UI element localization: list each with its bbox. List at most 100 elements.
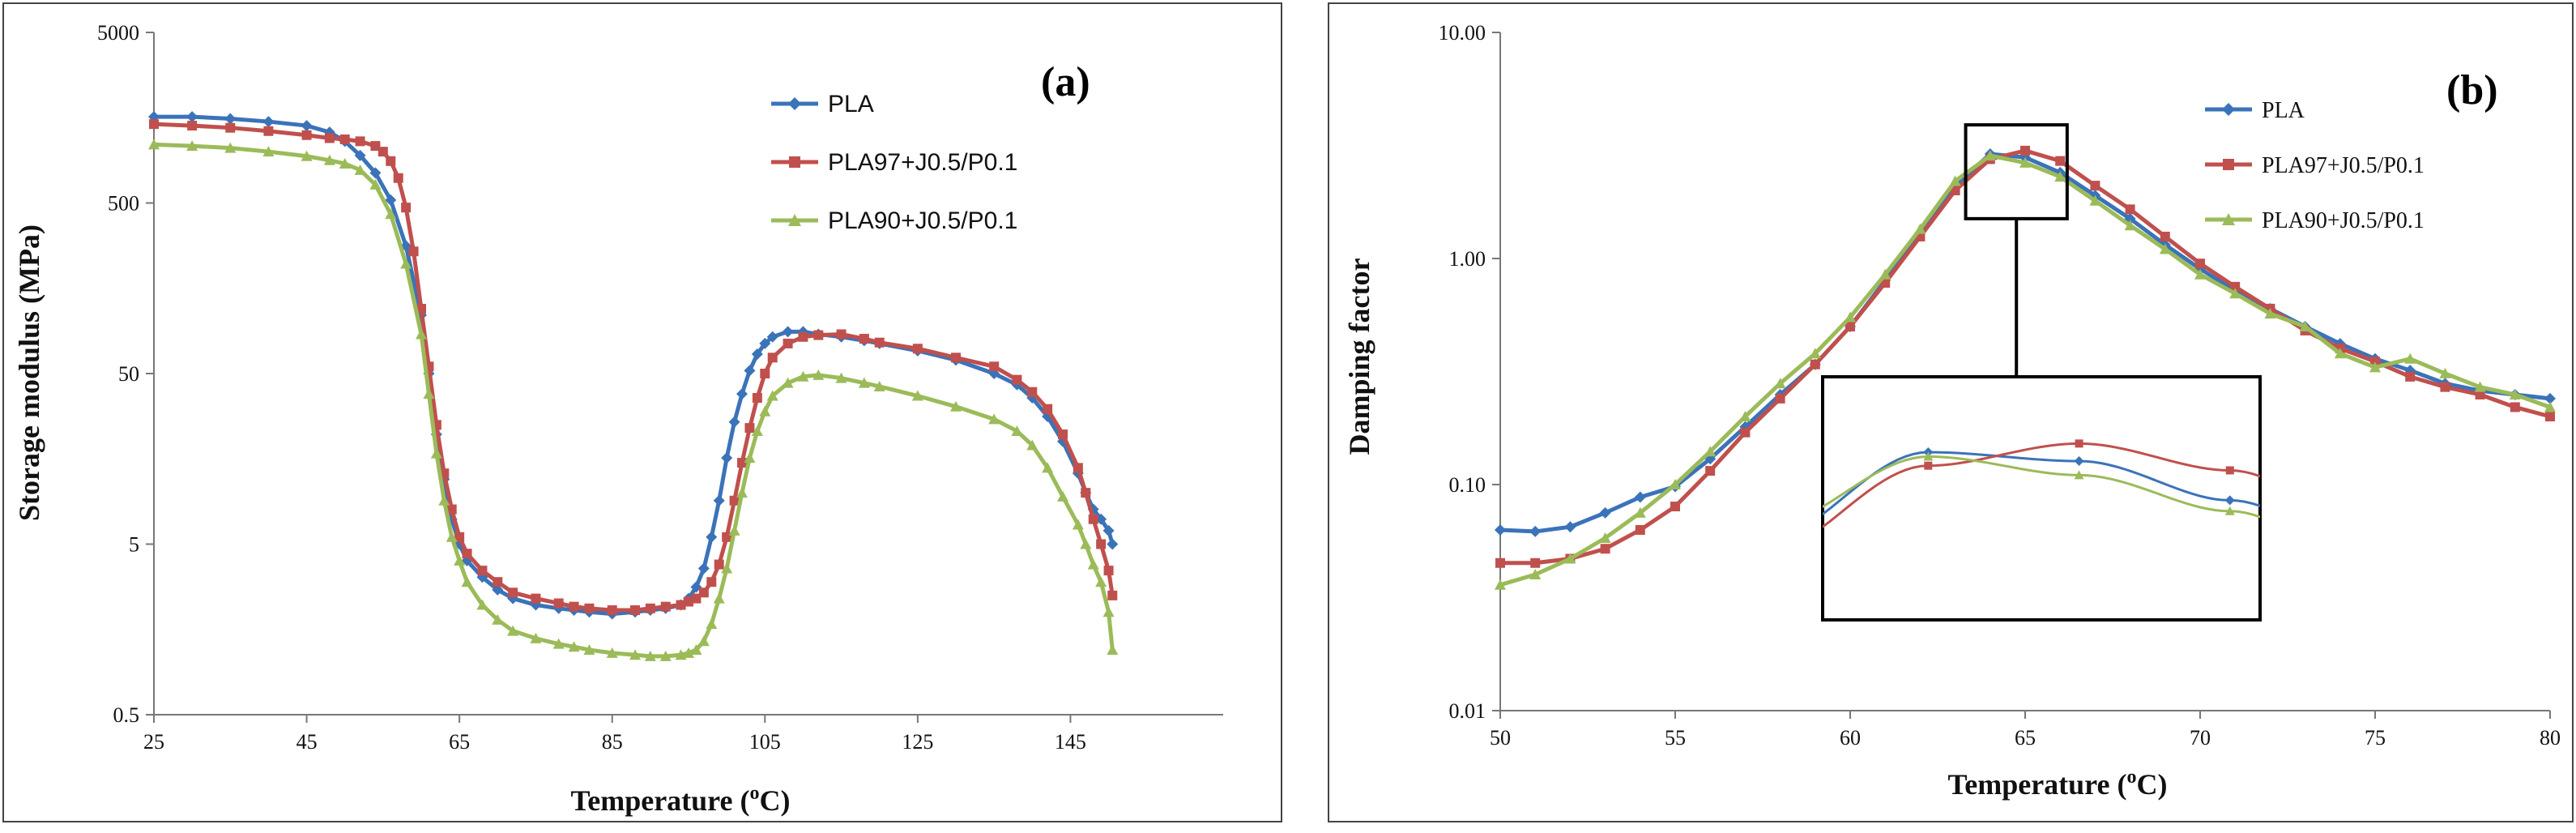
- data-point: [569, 601, 579, 612]
- data-point: [2264, 308, 2276, 319]
- data-point: [1739, 411, 1751, 422]
- data-point: [416, 303, 426, 314]
- zoom-inset-content: [1823, 439, 2260, 529]
- data-point: [446, 504, 457, 515]
- data-point: [859, 334, 869, 344]
- panel-b-zoom-callout: [1821, 123, 2262, 622]
- legend-marker: [2222, 103, 2235, 116]
- data-point: [568, 641, 580, 652]
- data-point: [508, 587, 518, 598]
- x-tick-label: 55: [1665, 726, 1686, 750]
- zoom-inset-box: [1821, 375, 2262, 622]
- inset-data-point: [2074, 456, 2084, 467]
- data-point: [835, 372, 847, 383]
- data-point: [355, 136, 365, 147]
- data-point: [751, 425, 763, 436]
- x-tick-label: 80: [2540, 726, 2561, 750]
- panel-a-frame: [2, 2, 1282, 822]
- data-point: [148, 139, 160, 150]
- x-tick-label: 125: [902, 730, 933, 754]
- x-tick-label: 50: [1490, 726, 1511, 750]
- data-point: [1810, 359, 1820, 370]
- data-point: [1949, 175, 1961, 186]
- data-point: [729, 495, 740, 506]
- y-tick-label: 0.01: [1449, 699, 1486, 723]
- panel-a-ylabel: Storage modulus (MPa): [13, 224, 45, 521]
- legend-label: PLA97+J0.5/P0.1: [2262, 153, 2425, 178]
- data-point: [766, 390, 778, 401]
- data-point: [736, 388, 748, 400]
- y-tick-label: 0.5: [113, 703, 140, 727]
- data-point: [737, 458, 747, 468]
- data-point: [408, 246, 419, 257]
- data-point: [783, 338, 793, 348]
- data-point: [2229, 288, 2241, 299]
- data-point: [1011, 425, 1023, 436]
- data-point: [354, 149, 366, 161]
- data-point: [149, 119, 159, 130]
- data-point: [400, 258, 412, 269]
- legend-label: PLA90+J0.5/P0.1: [828, 207, 1017, 234]
- panel-b-tag: (b): [2446, 67, 2498, 113]
- data-point: [454, 532, 465, 542]
- data-point: [1495, 523, 1506, 536]
- x-tick-label: 85: [602, 730, 623, 754]
- data-point: [386, 156, 396, 166]
- data-point: [1564, 521, 1576, 533]
- data-point: [187, 121, 198, 131]
- data-point: [263, 126, 274, 136]
- data-point: [2195, 258, 2205, 269]
- data-point: [1530, 557, 1541, 568]
- data-point: [461, 576, 473, 587]
- data-point: [262, 146, 275, 157]
- data-point: [2440, 382, 2450, 392]
- y-tick-label: 10.00: [1439, 21, 1486, 45]
- data-point: [1057, 490, 1068, 502]
- data-point: [951, 352, 961, 363]
- data-point: [530, 632, 542, 643]
- data-point: [759, 337, 771, 349]
- data-point: [1740, 427, 1751, 438]
- data-point: [2544, 392, 2556, 404]
- data-point: [1103, 566, 1114, 576]
- data-point: [385, 208, 397, 220]
- data-point: [1774, 378, 1786, 389]
- data-point: [1495, 579, 1506, 590]
- data-point: [1102, 524, 1115, 536]
- data-point: [1495, 557, 1505, 568]
- data-point: [1081, 488, 1091, 498]
- data-point: [813, 330, 824, 340]
- x-tick-label: 60: [1840, 726, 1861, 750]
- panel-b-y-ticks: 0.01 0.10 1.00 10.00: [1439, 21, 1500, 723]
- data-point: [1599, 532, 1611, 544]
- data-point: [1026, 439, 1039, 451]
- data-point: [691, 593, 702, 604]
- data-point: [476, 599, 488, 610]
- data-point: [301, 150, 313, 161]
- data-point: [1012, 374, 1022, 385]
- legend-marker: [2222, 213, 2235, 225]
- data-point: [2404, 352, 2416, 364]
- panel-b-xlabel: Temperature (oC): [1948, 767, 2168, 801]
- data-point: [339, 157, 351, 169]
- data-point: [858, 377, 870, 388]
- data-point: [369, 167, 382, 179]
- data-point: [766, 331, 778, 343]
- data-point: [760, 369, 770, 378]
- inset-data-point: [2224, 495, 2235, 506]
- data-point: [369, 178, 382, 190]
- data-point: [584, 603, 595, 613]
- data-point: [728, 524, 740, 536]
- data-point: [2334, 348, 2346, 359]
- data-point: [645, 603, 655, 613]
- x-tick-label: 75: [2365, 726, 2386, 750]
- data-point: [552, 638, 565, 649]
- chart-panel-b: 50 55 60 65 70 75 80 0.01 0.10 1.00 10.00 (b) PLA…: [1328, 2, 2574, 822]
- data-point: [1073, 463, 1083, 473]
- x-tick-label: 105: [749, 730, 781, 754]
- data-point: [477, 566, 488, 576]
- data-point: [1879, 268, 1891, 280]
- data-point: [1027, 387, 1038, 397]
- data-point: [690, 643, 702, 655]
